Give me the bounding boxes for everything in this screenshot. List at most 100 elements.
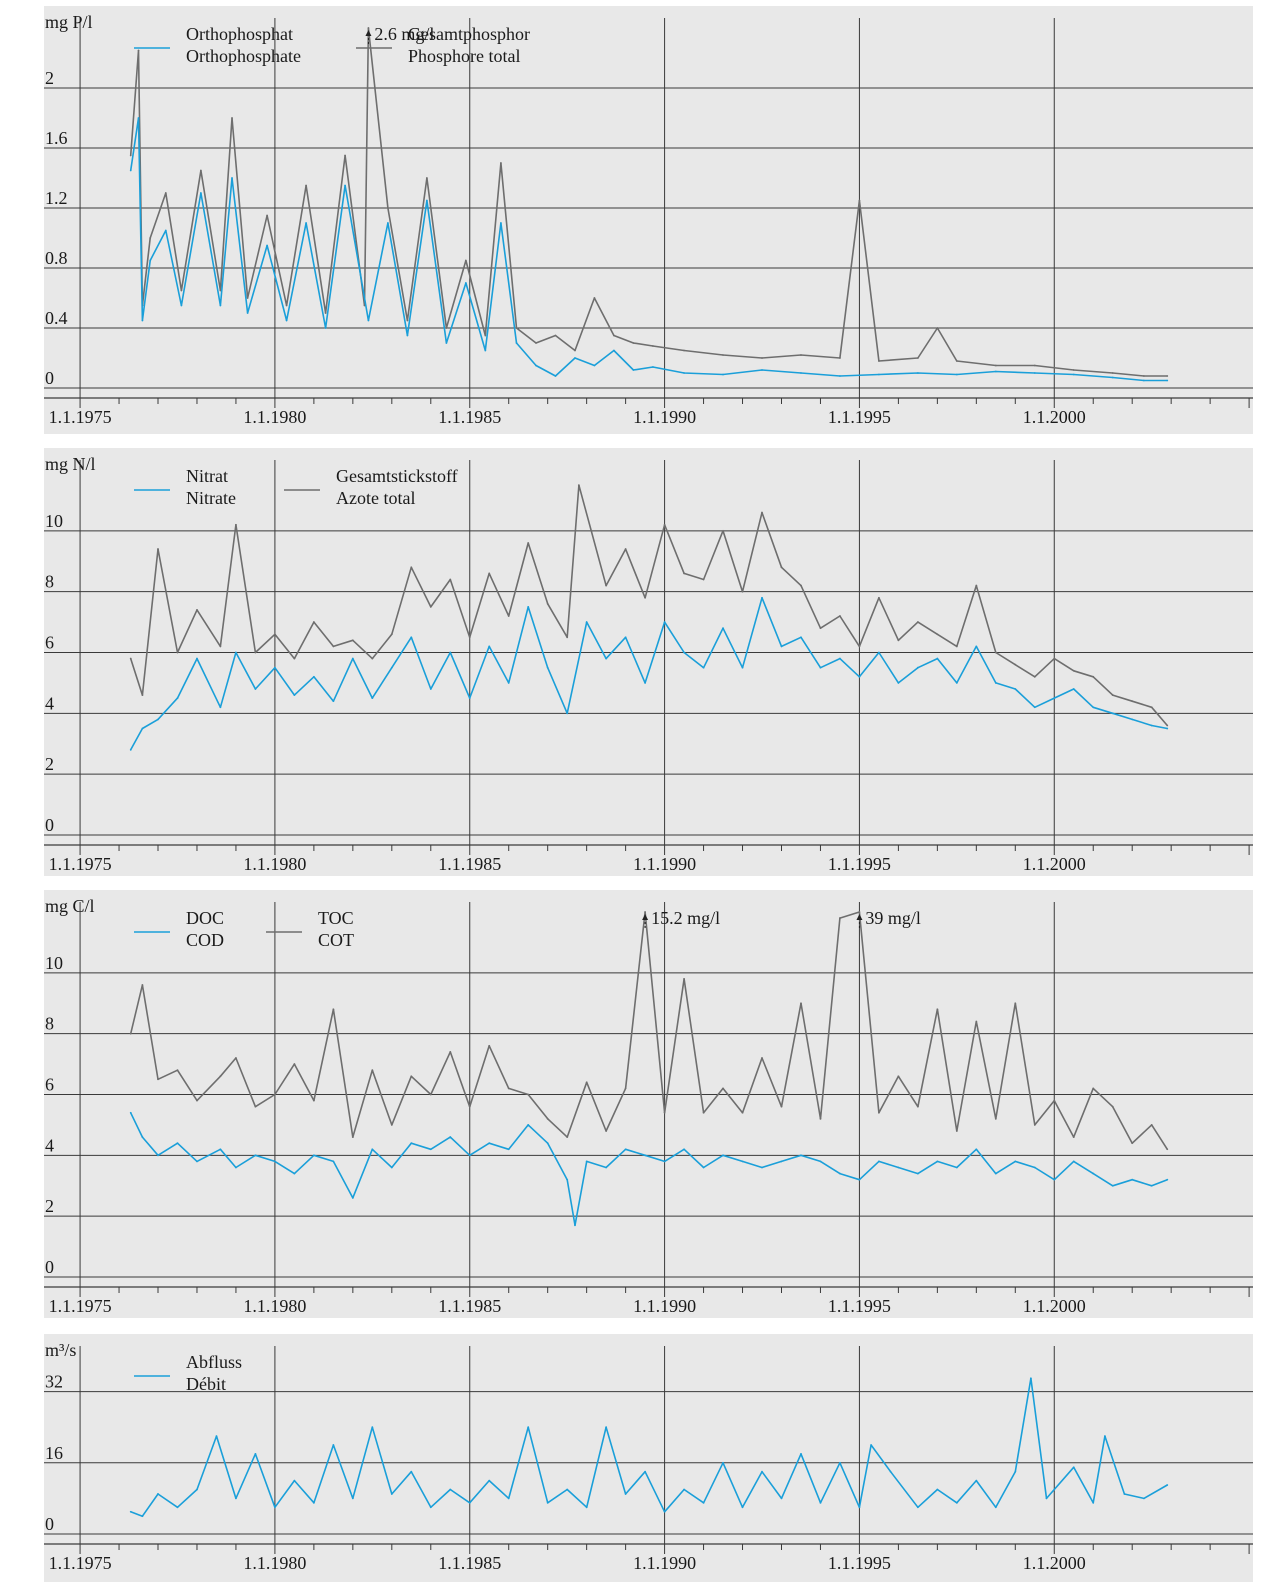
legend-entry: Débit <box>186 1374 226 1394</box>
series-point <box>870 1444 873 1446</box>
series-point <box>1166 1148 1169 1151</box>
series-point <box>351 639 354 642</box>
series-point <box>305 222 307 224</box>
series-point <box>488 1142 491 1145</box>
series-point <box>129 1032 132 1035</box>
series-point <box>351 1136 354 1138</box>
x-tick-label: 1.1.1975 <box>49 1553 112 1573</box>
series-point <box>285 304 288 307</box>
series-point <box>839 1172 841 1175</box>
series-point <box>274 633 276 636</box>
series-point <box>585 1081 588 1084</box>
series-point <box>1092 1501 1095 1504</box>
series-point <box>235 651 237 654</box>
x-tick-label: 1.1.1990 <box>633 1296 696 1316</box>
chart-panel-3: 0 2 4 6 8 10 1.1.1975 1.1.1980 1.1.1985 1.1.1990 1… <box>44 890 1253 1318</box>
series-point <box>449 1051 452 1053</box>
series-point <box>897 639 900 642</box>
series-point <box>164 192 167 194</box>
series-point <box>488 645 491 648</box>
series-point <box>410 1142 413 1145</box>
x-tick-label: 1.1.1995 <box>828 1296 891 1316</box>
series-point <box>164 229 167 232</box>
series-point <box>176 697 179 700</box>
series-point <box>722 627 724 630</box>
series-point <box>839 1461 841 1464</box>
x-tick-label: 1.1.1985 <box>438 854 501 874</box>
series-point <box>305 184 307 187</box>
x-tick-label: 1.1.2000 <box>1023 854 1086 874</box>
series-point <box>546 666 549 669</box>
x-tick-label: 1.1.1980 <box>243 1296 306 1316</box>
series-point <box>994 651 997 654</box>
series-point <box>425 177 428 179</box>
series-point <box>761 511 763 514</box>
series-point <box>468 1154 471 1157</box>
series-point <box>975 1020 978 1023</box>
series-point <box>1104 1435 1106 1437</box>
series-point <box>445 342 448 344</box>
series-point <box>1150 706 1153 709</box>
series-point <box>1014 688 1017 690</box>
series-point <box>312 621 315 623</box>
series-point <box>955 682 958 684</box>
series-point <box>1072 1136 1075 1138</box>
series-point <box>390 1124 393 1126</box>
series-point <box>196 609 198 611</box>
series-point <box>1142 375 1145 377</box>
series-point <box>683 978 685 980</box>
series-point <box>507 682 510 684</box>
series-point <box>546 1117 549 1120</box>
series-point <box>235 1497 237 1500</box>
y-axis-label: mg C/l <box>45 896 95 916</box>
series-point <box>507 1087 510 1090</box>
series-point <box>285 319 288 322</box>
series-point <box>780 1105 783 1108</box>
series-point <box>488 1479 491 1482</box>
series-point <box>390 666 393 669</box>
series-point <box>663 1111 666 1114</box>
series-point <box>527 605 530 608</box>
series-point <box>554 375 557 377</box>
legend-entry: COT <box>318 930 354 950</box>
series-point <box>683 651 685 654</box>
series-point <box>878 1111 880 1114</box>
series-point <box>663 523 666 526</box>
series-point <box>916 357 919 359</box>
series-point <box>429 1506 432 1509</box>
series-point <box>858 675 861 678</box>
series-point <box>137 49 140 52</box>
series-point <box>387 222 389 224</box>
y-tick-label: 16 <box>45 1443 63 1463</box>
series-point <box>1142 379 1145 382</box>
series-point <box>566 636 569 639</box>
series-point <box>387 207 389 209</box>
series-point <box>141 1515 144 1518</box>
series-point <box>916 1506 919 1509</box>
y-axis-label: m³/s <box>45 1340 76 1360</box>
series-point <box>585 1160 588 1163</box>
series-point <box>274 666 276 669</box>
series-point <box>800 372 802 374</box>
series-point <box>994 1506 997 1509</box>
series-point <box>780 566 783 569</box>
series-point <box>1014 1002 1017 1005</box>
series-point <box>332 1008 335 1011</box>
series-point <box>129 154 132 157</box>
series-point <box>975 1148 978 1151</box>
series-point <box>546 602 549 605</box>
series-point <box>293 1172 296 1175</box>
series-point <box>1072 1160 1075 1163</box>
series-point <box>484 334 487 337</box>
series-point <box>254 651 257 654</box>
x-tick-label: 1.1.2000 <box>1023 1553 1086 1573</box>
series-point <box>741 1160 744 1163</box>
series-point <box>916 666 919 669</box>
series-point <box>994 370 997 373</box>
series-point <box>1123 1493 1126 1495</box>
series-point <box>406 334 409 337</box>
chart-panel-1: 0 0.4 0.8 1.2 1.6 2 1.1.1975 1.1.1980 1.1.1985 1.… <box>44 6 1253 434</box>
series-point <box>254 688 257 690</box>
series-point <box>129 657 132 660</box>
